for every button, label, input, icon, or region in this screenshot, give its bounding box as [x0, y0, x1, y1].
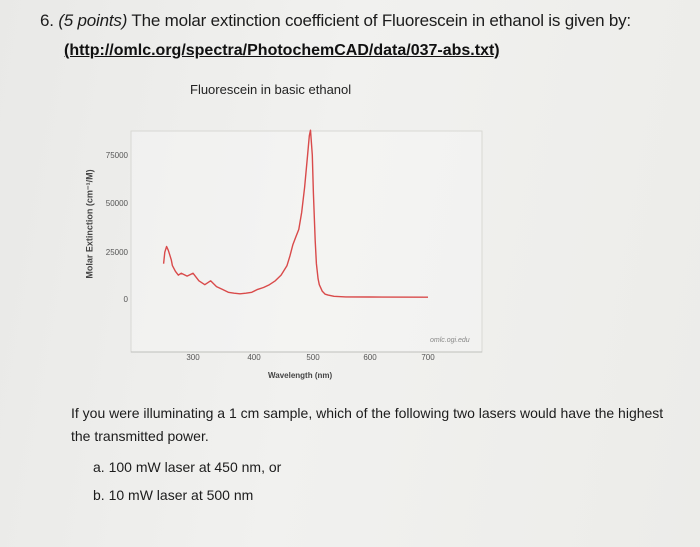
- y-tick-label: 0: [124, 295, 129, 304]
- y-tick-labels: 75000 50000 25000 0: [106, 151, 129, 304]
- question-text: The molar extinction coefficient of Fluo…: [131, 11, 631, 30]
- option-a: a. 100 mW laser at 450 nm, or: [93, 459, 282, 475]
- y-tick-label: 75000: [106, 151, 129, 160]
- extinction-curve-line: [162, 129, 429, 298]
- x-tick-label: 300: [186, 353, 200, 362]
- x-tick-label: 500: [306, 353, 320, 362]
- y-axis-label: Molar Extinction (cm⁻¹/M): [84, 169, 95, 279]
- x-tick-labels: 300 400 500 600 700: [186, 353, 435, 362]
- x-tick-label: 600: [363, 353, 377, 362]
- question-body: If you were illuminating a 1 cm sample, …: [71, 405, 664, 444]
- question-number: 6.: [40, 11, 54, 30]
- question-heading: 6. (5 points) The molar extinction coeff…: [40, 10, 631, 32]
- axes: [130, 130, 483, 353]
- x-tick-label: 700: [421, 353, 435, 362]
- x-axis-label: Wavelength (nm): [268, 371, 333, 380]
- y-tick-label: 50000: [106, 199, 129, 208]
- option-b: b. 10 mW laser at 500 nm: [93, 487, 254, 503]
- data-source-link[interactable]: (http://omlc.org/spectra/PhotochemCAD/da…: [64, 42, 500, 59]
- watermark: omlc.ogi.edu: [430, 337, 470, 344]
- question-points: (5 points): [58, 11, 128, 30]
- y-tick-label: 25000: [106, 248, 129, 257]
- x-tick-label: 400: [247, 353, 261, 362]
- chart-title: Fluorescein in basic ethanol: [190, 82, 352, 97]
